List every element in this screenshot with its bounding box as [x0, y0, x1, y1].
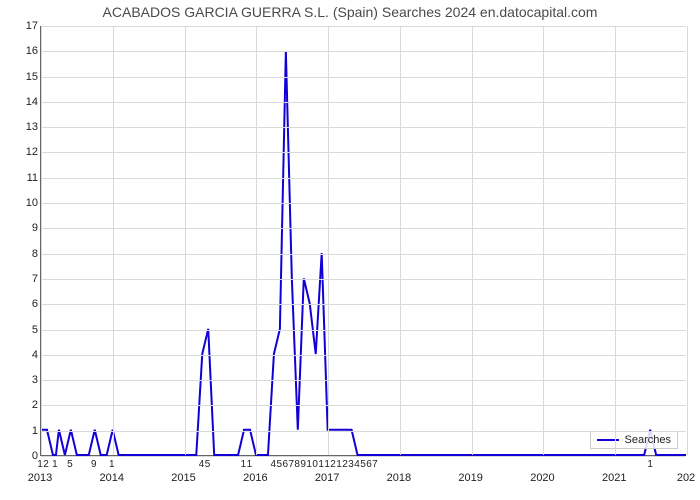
- plot-area: Searches: [40, 26, 686, 456]
- x-tick-minor-label: 1: [647, 459, 653, 470]
- x-tick-major-label: 2013: [28, 472, 52, 484]
- gridline-horizontal: [41, 77, 686, 78]
- gridline-horizontal: [41, 127, 686, 128]
- x-tick-minor-label: 8: [294, 459, 300, 470]
- gridline-horizontal: [41, 102, 686, 103]
- gridline-horizontal: [41, 405, 686, 406]
- x-tick-minor-label: 5: [205, 459, 211, 470]
- gridline-horizontal: [41, 203, 686, 204]
- y-tick-label: 2: [4, 399, 38, 411]
- gridline-vertical: [113, 26, 114, 455]
- gridline-horizontal: [41, 26, 686, 27]
- x-tick-minor-label: 7: [288, 459, 294, 470]
- gridline-horizontal: [41, 330, 686, 331]
- x-tick-minor-label: 1: [306, 459, 312, 470]
- gridline-horizontal: [41, 279, 686, 280]
- gridline-vertical: [256, 26, 257, 455]
- x-tick-major-label: 2021: [602, 472, 626, 484]
- x-tick-major-label: 2017: [315, 472, 339, 484]
- gridline-horizontal: [41, 228, 686, 229]
- x-tick-major-label: 2019: [458, 472, 482, 484]
- x-tick-minor-label: 2: [330, 459, 336, 470]
- chart-title: ACABADOS GARCIA GUERRA S.L. (Spain) Sear…: [0, 4, 700, 20]
- gridline-vertical: [615, 26, 616, 455]
- gridline-vertical: [185, 26, 186, 455]
- gridline-horizontal: [41, 456, 686, 457]
- gridline-horizontal: [41, 304, 686, 305]
- x-tick-minor-label: 4: [270, 459, 276, 470]
- x-tick-minor-label: 4: [199, 459, 205, 470]
- legend-label: Searches: [625, 434, 671, 446]
- gridline-horizontal: [41, 254, 686, 255]
- gridline-horizontal: [41, 51, 686, 52]
- chart-container: { "chart": { "type": "line", "title": "A…: [0, 0, 700, 500]
- x-tick-minor-label: 2: [43, 459, 49, 470]
- x-tick-major-label: 202: [677, 472, 695, 484]
- gridline-vertical: [472, 26, 473, 455]
- x-tick-major-label: 2016: [243, 472, 267, 484]
- y-tick-label: 10: [4, 197, 38, 209]
- gridline-vertical: [400, 26, 401, 455]
- y-tick-label: 15: [4, 71, 38, 83]
- gridline-vertical: [41, 26, 42, 455]
- x-tick-minor-label: 0: [312, 459, 318, 470]
- gridline-horizontal: [41, 178, 686, 179]
- x-tick-minor-label: 4: [354, 459, 360, 470]
- x-tick-minor-label: 6: [366, 459, 372, 470]
- chart-legend: Searches: [590, 431, 678, 449]
- x-tick-minor-label: 1: [37, 459, 43, 470]
- y-tick-label: 0: [4, 450, 38, 462]
- y-tick-label: 8: [4, 248, 38, 260]
- line-series-svg: [41, 26, 686, 455]
- y-tick-label: 11: [4, 172, 38, 184]
- y-tick-label: 9: [4, 222, 38, 234]
- y-tick-label: 16: [4, 45, 38, 57]
- x-tick-minor-label: 7: [372, 459, 378, 470]
- gridline-horizontal: [41, 355, 686, 356]
- gridline-vertical: [543, 26, 544, 455]
- y-tick-label: 12: [4, 146, 38, 158]
- x-tick-minor-label: 6: [282, 459, 288, 470]
- y-tick-label: 7: [4, 273, 38, 285]
- x-tick-minor-label: 9: [91, 459, 97, 470]
- x-tick-major-label: 2014: [100, 472, 124, 484]
- x-tick-minor-label: 1: [247, 459, 253, 470]
- y-tick-label: 5: [4, 324, 38, 336]
- x-tick-minor-label: 1: [241, 459, 247, 470]
- x-tick-minor-label: 2: [342, 459, 348, 470]
- gridline-vertical: [687, 26, 688, 455]
- x-tick-minor-label: 9: [300, 459, 306, 470]
- x-tick-minor-label: 5: [276, 459, 282, 470]
- y-tick-label: 6: [4, 298, 38, 310]
- y-tick-label: 17: [4, 20, 38, 32]
- gridline-vertical: [328, 26, 329, 455]
- y-tick-label: 13: [4, 121, 38, 133]
- x-tick-minor-label: 1: [324, 459, 330, 470]
- gridline-horizontal: [41, 431, 686, 432]
- y-tick-label: 1: [4, 425, 38, 437]
- x-tick-major-label: 2020: [530, 472, 554, 484]
- x-tick-minor-label: 1: [336, 459, 342, 470]
- x-tick-minor-label: 5: [360, 459, 366, 470]
- x-tick-minor-label: 3: [348, 459, 354, 470]
- x-tick-minor-label: 1: [318, 459, 324, 470]
- x-tick-minor-label: 1: [52, 459, 58, 470]
- y-tick-label: 4: [4, 349, 38, 361]
- x-tick-major-label: 2015: [171, 472, 195, 484]
- y-tick-label: 14: [4, 96, 38, 108]
- x-tick-minor-label: 5: [67, 459, 73, 470]
- gridline-horizontal: [41, 380, 686, 381]
- y-tick-label: 3: [4, 374, 38, 386]
- gridline-horizontal: [41, 152, 686, 153]
- x-tick-major-label: 2018: [387, 472, 411, 484]
- x-tick-minor-label: 1: [109, 459, 115, 470]
